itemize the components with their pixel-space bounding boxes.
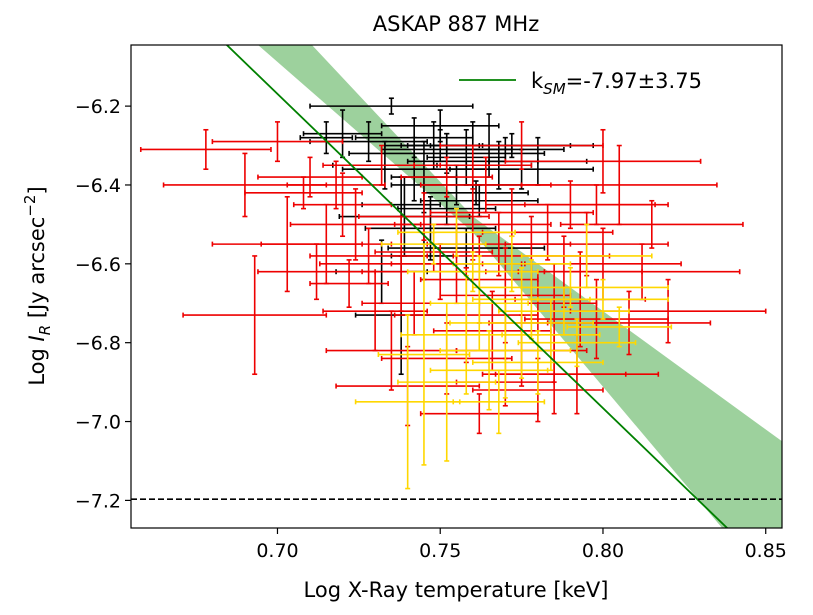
y-tick-label: −6.4 [75, 175, 121, 197]
data-point-yellow-11 [498, 286, 630, 336]
fit-confidence-band [258, 45, 782, 528]
data-point-red-56 [400, 156, 494, 198]
error-bars [139, 97, 767, 490]
fit-line [225, 45, 729, 528]
y-tick-label: −7.2 [75, 490, 121, 512]
data-point-red-3 [211, 121, 344, 163]
data-point-red-10 [292, 172, 393, 238]
data-point-red-13 [309, 227, 429, 285]
data-point-black-27 [380, 109, 500, 143]
data-point-black-16 [341, 136, 487, 202]
y-tick-label: −6.6 [75, 254, 121, 276]
data-point-red-51 [419, 393, 539, 435]
data-point-yellow-21 [452, 369, 546, 435]
data-point-black-0 [309, 97, 474, 115]
data-point-red-2 [182, 255, 328, 376]
x-tick-label: 0.85 [745, 540, 787, 562]
data-point-red-0 [139, 128, 272, 170]
data-point-red-54 [524, 184, 669, 226]
data-point-black-22 [364, 196, 497, 261]
plot-area [131, 45, 782, 528]
data-point-yellow-0 [354, 314, 461, 490]
data-point-red-6 [257, 156, 363, 198]
data-point-red-9 [286, 160, 386, 210]
x-tick-label: 0.70 [256, 540, 298, 562]
data-point-black-25 [387, 227, 546, 269]
x-tick-label: 0.80 [582, 540, 624, 562]
data-point-red-47 [559, 199, 744, 249]
data-point-yellow-15 [566, 306, 673, 348]
data-point-red-32 [429, 188, 595, 238]
data-point-red-16 [325, 310, 458, 391]
x-axis-ticks: 0.70 0.75 0.80 0.85 [256, 528, 787, 562]
data-point-yellow-16 [471, 266, 669, 309]
legend-label: kSM=-7.97±3.75 [531, 69, 702, 98]
data-point-yellow-18 [406, 251, 539, 293]
data-point-yellow-19 [397, 207, 516, 257]
y-tick-label: −7.0 [75, 412, 121, 434]
data-point-yellow-5 [429, 330, 549, 411]
data-point-yellow-1 [377, 243, 471, 466]
y-axis-ticks: −6.2 −6.4 −6.6 −6.8 −7.0 −7.2 [75, 96, 131, 512]
plot-frame [130, 44, 783, 529]
chart-title: ASKAP 887 MHz [373, 12, 540, 36]
data-point-red-7 [257, 243, 376, 301]
data-point-red-26 [393, 188, 552, 261]
data-point-yellow-2 [397, 302, 497, 462]
legend: kSM=-7.97±3.75 [459, 69, 702, 98]
data-point-yellow-14 [537, 278, 669, 320]
y-tick-label: −6.8 [75, 333, 121, 355]
y-tick-label: −6.2 [75, 96, 121, 118]
x-axis-label: Log X-Ray temperature [keV] [304, 578, 609, 602]
y-axis-label: Log IR [Jy arcsec−2] [21, 186, 54, 385]
data-point-black-21 [299, 121, 354, 155]
data-point-red-58 [504, 128, 702, 194]
data-point-yellow-9 [471, 330, 604, 395]
x-tick-label: 0.75 [419, 540, 461, 562]
data-point-yellow-6 [439, 302, 572, 399]
data-point-red-11 [309, 259, 389, 309]
data-point-yellow-7 [449, 266, 595, 379]
